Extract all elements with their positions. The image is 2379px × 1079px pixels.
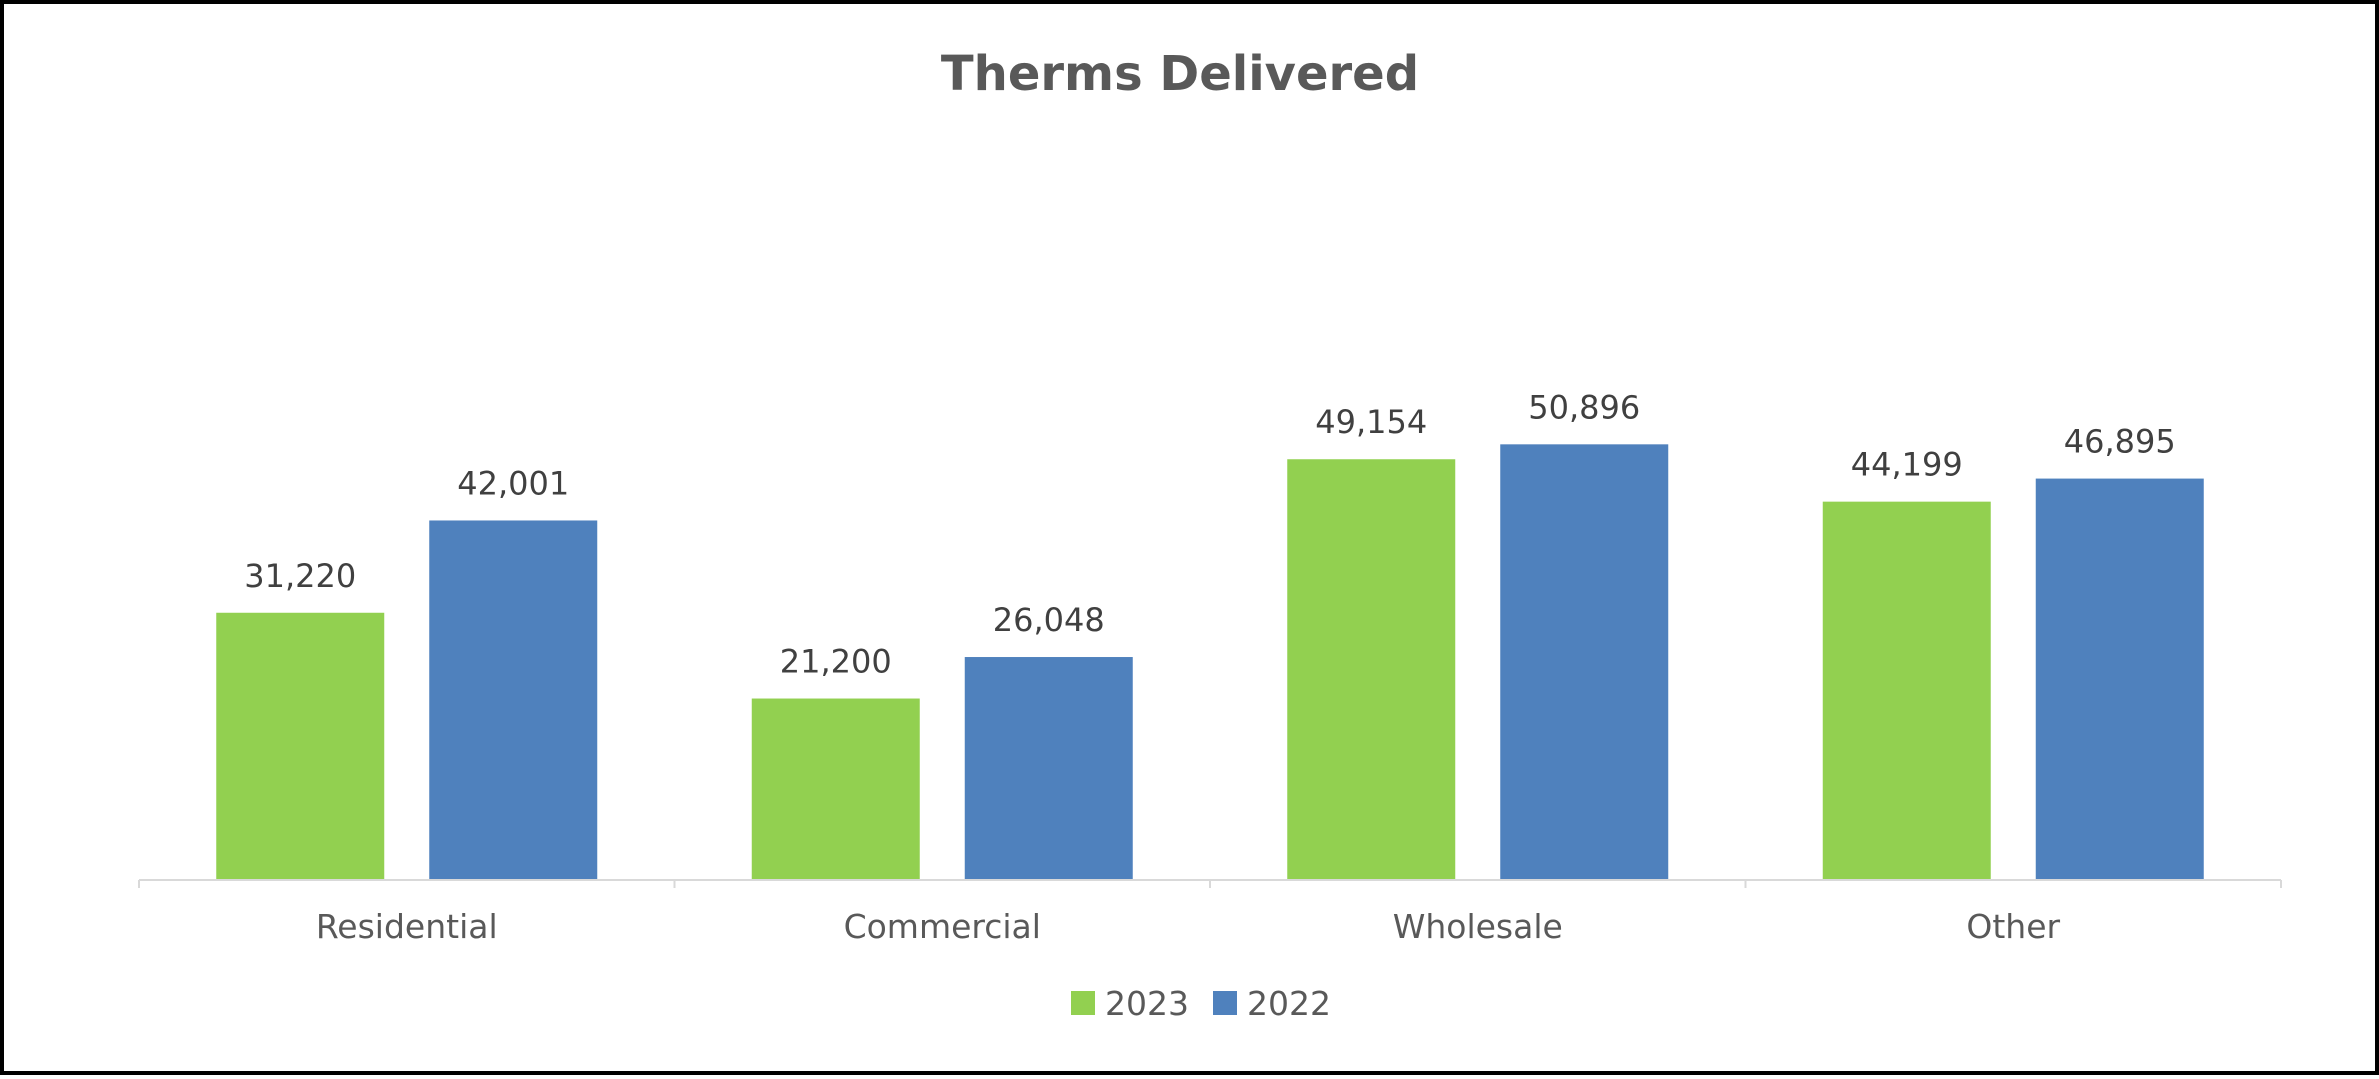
category-label: Other	[1966, 907, 2060, 946]
data-label: 42,001	[457, 464, 569, 502]
bar-2022-other	[2035, 478, 2204, 880]
category-label: Commercial	[844, 907, 1041, 946]
legend: 2023 2022	[1071, 984, 1331, 1023]
data-label: 31,220	[244, 557, 356, 595]
data-label: 21,200	[780, 643, 892, 681]
bar-2023-residential	[216, 612, 385, 880]
data-label: 44,199	[1851, 446, 1963, 484]
data-label: 46,895	[2064, 423, 2176, 461]
bar-2022-wholesale	[1500, 444, 1669, 880]
data-label: 26,048	[993, 601, 1105, 639]
legend-label: 2023	[1105, 984, 1189, 1023]
bar-2022-commercial	[964, 657, 1133, 880]
chart-title: Therms Delivered	[941, 46, 1419, 102]
bar-2023-commercial	[751, 698, 920, 880]
legend-swatch	[1071, 991, 1095, 1015]
x-axis: Residential Commercial Wholesale Other	[138, 879, 2282, 946]
bar-2022-residential	[429, 520, 598, 880]
bar-2023-wholesale	[1287, 459, 1456, 880]
category-label: Residential	[316, 907, 498, 946]
data-label: 50,896	[1528, 388, 1640, 426]
legend-swatch	[1213, 991, 1237, 1015]
data-labels-group: 31,220 42,001 21,200 26,048 49,154 50,896 44,1…	[244, 388, 2175, 680]
legend-label: 2022	[1247, 984, 1331, 1023]
category-label: Wholesale	[1393, 907, 1563, 946]
bars-group	[216, 444, 2204, 880]
bar-chart: Therms Delivered 31,220 42,001 21,200 26,04…	[138, 46, 2282, 1023]
data-label: 49,154	[1315, 403, 1427, 441]
bar-2023-other	[1822, 501, 1991, 880]
